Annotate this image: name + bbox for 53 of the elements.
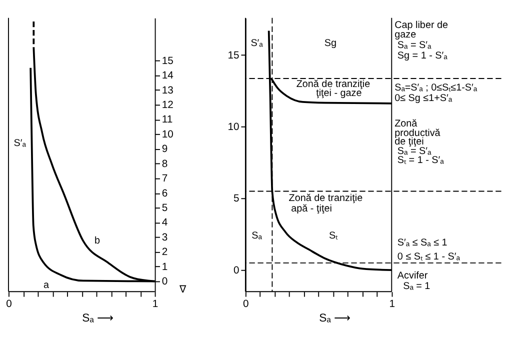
y-tick-label: 12 [162, 100, 174, 111]
y-tick-label: 1 [162, 262, 168, 273]
y-tick-label: 15 [228, 50, 240, 62]
annotation: gaze [394, 30, 417, 41]
text: ∇ [178, 284, 187, 296]
y-tick-label: 5 [234, 194, 240, 205]
x-axis-title: Sₐ ⟶ [82, 312, 114, 324]
annotation: Zonă de tranziţie [288, 192, 364, 204]
y-tick-label: 10 [228, 122, 240, 134]
annotation: 0≤ Sg ≤1+S′ₐ [394, 92, 452, 104]
x-tick-label: 1 [389, 299, 396, 310]
y-tick-label: 6 [162, 188, 168, 200]
y-tick-label: 0 [234, 265, 240, 276]
annotation: Sₜ = 1 - S′ₐ [397, 155, 444, 166]
annotation: Zonă de tranziţie [296, 78, 371, 90]
annotation: apă - ţiţei [291, 203, 332, 214]
annotation: Sₐ = 1 [403, 280, 431, 292]
y-tick-label: 11 [162, 114, 173, 126]
annotation: S′ₐ [14, 138, 26, 150]
annotation: Sₐ = S′ₐ [397, 146, 432, 157]
annotation: b [94, 235, 100, 246]
y-tick-label: 7 [162, 174, 168, 185]
y-tick-label: 9 [162, 144, 168, 156]
annotation: Sₜ [328, 230, 339, 242]
annotation: Cap liber de [394, 20, 449, 32]
annotation: Sg = 1 - S′ₐ [397, 50, 448, 62]
annotation: Sₐ = S′ₐ [397, 40, 432, 52]
y-tick-label: 8 [162, 158, 168, 170]
annotation: productivă [394, 128, 441, 139]
annotation: de ţiţei [394, 136, 424, 148]
annotation: Sₐ [252, 230, 262, 242]
annotation: ţiţei - gaze [316, 88, 362, 100]
y-tick-label: 3 [162, 232, 168, 244]
x-tick-label: 1 [152, 299, 158, 310]
annotation: S′ₐ [250, 38, 264, 50]
x-tick-label: 0 [243, 299, 250, 310]
y-tick-label: 10 [162, 129, 174, 140]
y-tick-label: 13 [162, 85, 174, 96]
y-tick-label: 4 [162, 218, 168, 229]
y-tick-label: 14 [162, 70, 174, 82]
annotation: Zonă [394, 118, 418, 130]
annotation: Sg [324, 38, 336, 50]
y-tick-label: 15 [162, 56, 174, 67]
annotation: S′ₐ ≤ Sₐ ≤ 1 [397, 237, 448, 248]
annotation: 0 ≤ Sₜ ≤ 1 - S′ₐ [397, 252, 460, 263]
annotation: a [44, 280, 50, 291]
y-tick-label: 2 [162, 247, 168, 258]
annotation: Sₐ=S′ₐ ; 0≤Sₜ≤1-S′ₐ [394, 82, 478, 94]
x-tick-label: 0 [6, 299, 12, 310]
annotation: Acvifer [397, 270, 428, 282]
x-axis-title: Sₐ ⟶ [319, 312, 350, 324]
y-tick-label: 5 [162, 203, 168, 214]
y-tick-label: 0 [162, 276, 168, 288]
